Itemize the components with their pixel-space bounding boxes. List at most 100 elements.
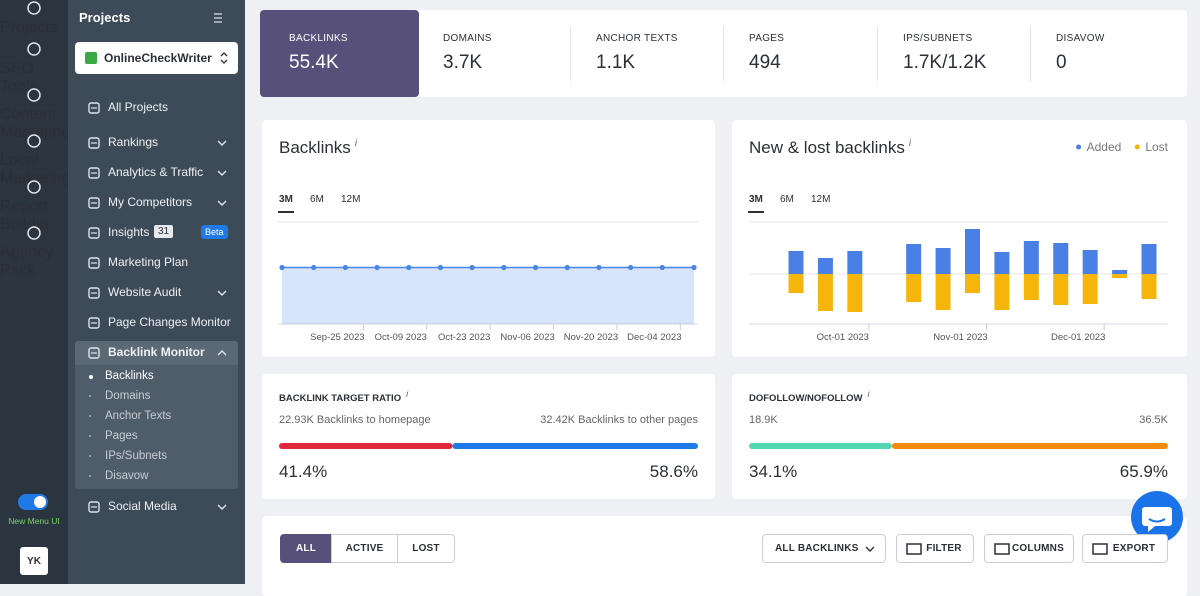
filter-tab[interactable]: ALL [280, 534, 332, 563]
chat-smile [1148, 518, 1166, 523]
stat-value[interactable]: 1.7K/1.2K [903, 52, 987, 73]
chevron-line [217, 140, 227, 146]
icon-shape [88, 197, 100, 209]
chevron [217, 140, 227, 146]
chart-card [732, 120, 1187, 357]
submenu-bullet [89, 475, 91, 477]
menu-item[interactable]: Analytics & Traffic [108, 165, 204, 179]
filter-tab[interactable]: ACTIVE [331, 534, 398, 563]
stat-label[interactable]: DISAVOW [1056, 33, 1105, 44]
stat-label[interactable]: DOMAINS [443, 33, 492, 44]
toolbar-button[interactable]: COLUMNS [984, 534, 1074, 563]
ratio-card [732, 374, 1187, 499]
chevron-line [217, 200, 227, 206]
ratio-card [262, 374, 715, 499]
menu-item[interactable]: Website Audit [108, 285, 182, 299]
project-select[interactable]: OnlineCheckWriter [75, 42, 238, 74]
project-favicon [85, 52, 97, 64]
menu-item[interactable]: Insights [108, 225, 150, 239]
submenu-bullet [89, 455, 91, 457]
icon [88, 287, 100, 299]
icon [88, 347, 100, 359]
chevron-line [217, 170, 227, 176]
chevron [217, 200, 227, 206]
menu-tag: Beta [201, 225, 228, 239]
avatar[interactable]: YK [20, 547, 48, 575]
rail-item[interactable]: Report Builder [0, 179, 68, 233]
icon-shape [88, 257, 100, 269]
chevron-line [217, 350, 227, 356]
menu-item[interactable]: All Projects [108, 100, 169, 114]
stat-label[interactable]: BACKLINKS [289, 33, 348, 44]
menu-item[interactable]: Rankings [108, 135, 159, 149]
submenu-item[interactable]: IPs/Subnets [105, 450, 168, 462]
toggle-label: New Menu UI [8, 516, 60, 526]
sidebar-title: Projects [79, 10, 131, 25]
rail-label: Agency Pack [0, 244, 54, 279]
rail-icon [27, 134, 41, 148]
rail-item[interactable]: SEO Tools [0, 41, 68, 95]
arrow-up [220, 52, 228, 57]
stat-label[interactable]: ANCHOR TEXTS [596, 33, 678, 44]
rail-icon-shape [27, 1, 41, 15]
chevron [865, 546, 875, 552]
menu-item[interactable]: My Competitors [108, 195, 193, 209]
icon-shape [88, 347, 100, 359]
rail-icon-shape [27, 180, 41, 194]
chevron-line [217, 504, 227, 510]
stat-divider [723, 26, 724, 81]
menu-item[interactable]: Social Media [108, 499, 177, 513]
chevron [217, 504, 227, 510]
icon [88, 102, 100, 114]
stat-value[interactable]: 494 [749, 52, 781, 73]
menu-item[interactable]: Marketing Plan [108, 255, 189, 269]
collapse-icon[interactable] [214, 13, 228, 23]
menu-badge: 31 [154, 225, 174, 238]
rail-item[interactable]: Agency Pack [0, 225, 68, 279]
rail-item[interactable]: Content Marketing [0, 87, 70, 141]
button-icon [906, 543, 922, 555]
submenu-bullet [89, 435, 91, 437]
icon-shape [88, 102, 100, 114]
stat-value[interactable]: 1.1K [596, 52, 636, 73]
stat-card-active[interactable] [260, 10, 419, 97]
stat-divider [877, 26, 878, 81]
stat-value[interactable]: 0 [1056, 52, 1067, 73]
icon [88, 167, 100, 179]
submenu-item[interactable]: Backlinks [105, 370, 154, 382]
submenu-item[interactable]: Domains [105, 390, 151, 402]
icon [88, 137, 100, 149]
menu-toggle[interactable] [18, 494, 48, 510]
rail-icon-shape [27, 88, 41, 102]
stat-divider [570, 26, 571, 81]
stat-label[interactable]: IPS/SUBNETS [903, 33, 973, 44]
button-icon-shape [906, 543, 922, 555]
submenu-item[interactable]: Pages [105, 430, 138, 442]
rail-item[interactable]: Projects [0, 0, 68, 41]
menu-item[interactable]: Page Changes Monitor [108, 315, 231, 329]
toolbar-button[interactable]: EXPORT [1082, 534, 1168, 563]
submenu-item[interactable]: Anchor Texts [105, 410, 172, 422]
icon-shape [88, 501, 100, 513]
rail-label: Content Marketing [0, 106, 71, 141]
icon-shape [88, 317, 100, 329]
toolbar-button[interactable]: FILTER [896, 534, 974, 563]
button-icon [1092, 543, 1108, 555]
stat-value[interactable]: 55.4K [289, 52, 339, 73]
submenu-item[interactable]: Disavow [105, 470, 149, 482]
filter-tab[interactable]: LOST [397, 534, 455, 563]
rail-item[interactable]: Local Marketing [0, 133, 70, 187]
toggle-knob [34, 496, 46, 508]
arrow-down [220, 59, 228, 64]
chat-button[interactable] [1129, 489, 1185, 545]
backlink-dropdown[interactable]: ALL BACKLINKS [762, 534, 886, 563]
stat-label[interactable]: PAGES [749, 33, 785, 44]
rail-icon [27, 226, 41, 240]
favicon-shape [85, 52, 97, 64]
menu-item[interactable]: Backlink Monitor [108, 345, 205, 359]
stat-value[interactable]: 3.7K [443, 52, 483, 73]
button-icon-shape [994, 543, 1010, 555]
project-name: OnlineCheckWriter [104, 51, 212, 65]
rail-label: Local Marketing [0, 152, 71, 187]
